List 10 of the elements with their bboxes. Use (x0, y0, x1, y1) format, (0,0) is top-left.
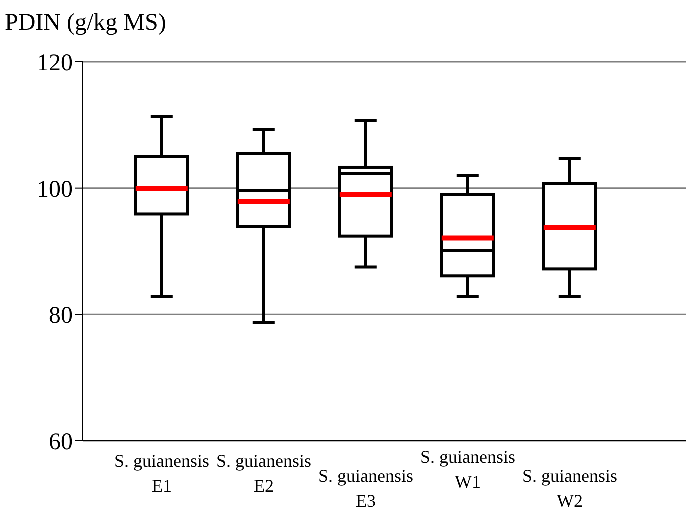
x-tick-label: S. guianensis E1 (114, 451, 210, 496)
chart-title: PDIN (g/kg MS) (5, 10, 166, 37)
x-tick-label: S. guianensis W1 (420, 447, 516, 492)
y-tick-label: 100 (37, 176, 73, 203)
y-tick-label: 120 (37, 50, 73, 77)
x-tick-label: S. guianensis W2 (522, 466, 618, 511)
x-tick-label: S. guianensis E3 (318, 466, 414, 511)
x-tick-label: S. guianensis E2 (216, 451, 312, 496)
y-tick-label: 60 (49, 430, 73, 456)
y-tick-label: 80 (49, 303, 73, 330)
